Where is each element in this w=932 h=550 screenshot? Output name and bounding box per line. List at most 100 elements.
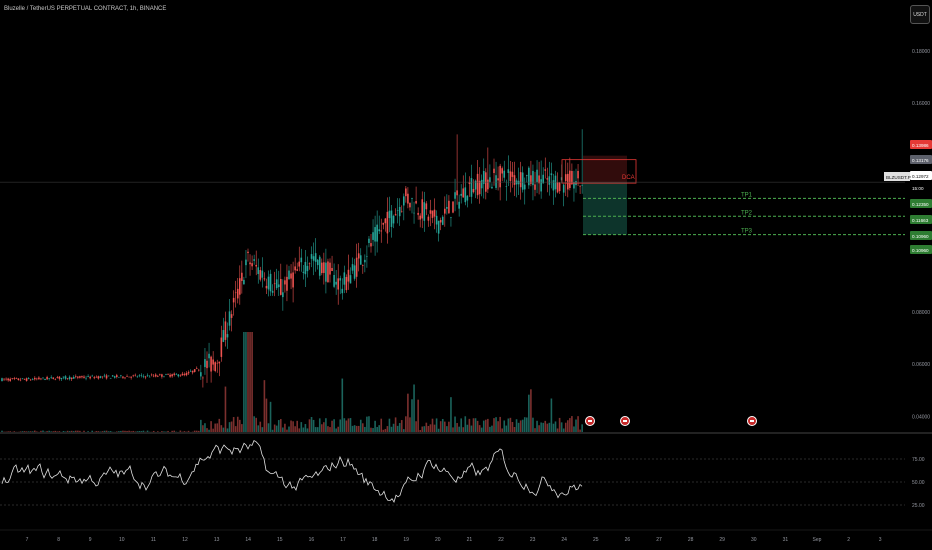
volume-bar: [411, 399, 413, 432]
volume-bar: [251, 332, 253, 432]
volume-bar: [532, 417, 534, 432]
candle-body: [173, 373, 175, 375]
candle-body: [290, 273, 292, 279]
candle-body: [222, 330, 225, 342]
volume-bar: [210, 421, 212, 432]
volume-bar: [212, 428, 214, 432]
volume-bar: [357, 425, 360, 432]
volume-bar: [77, 430, 79, 432]
volume-bar: [429, 424, 432, 432]
candle-body: [349, 275, 352, 284]
volume-bar: [29, 431, 32, 432]
volume-bar: [351, 425, 354, 432]
candle-body: [405, 188, 407, 197]
price-tag-bg: [910, 183, 932, 192]
candle-body: [536, 169, 538, 183]
volume-bar: [343, 418, 346, 432]
candle-body: [474, 180, 477, 190]
volume-bar: [530, 389, 532, 432]
candle-body: [251, 263, 253, 267]
candle-body: [415, 201, 417, 204]
x-axis-label: 28: [688, 537, 694, 543]
volume-bar: [316, 427, 319, 432]
volume-bar: [368, 416, 370, 432]
candle-body: [214, 362, 216, 371]
candle-body: [374, 227, 376, 242]
volume-bar: [405, 416, 407, 432]
volume-bar: [398, 423, 401, 432]
candle-body: [400, 211, 403, 213]
volume-bar: [528, 394, 530, 432]
candle-body: [419, 215, 421, 220]
volume-bar: [284, 423, 286, 432]
volume-bar: [105, 430, 108, 432]
volume-bar: [370, 427, 372, 432]
volume-bar: [349, 418, 352, 432]
volume-bar: [558, 417, 561, 432]
candle-body: [425, 203, 428, 210]
volume-bar: [575, 419, 577, 432]
candle-body: [413, 212, 415, 214]
candle-body: [218, 361, 221, 364]
candle-body: [187, 372, 190, 374]
volume-bar: [536, 420, 538, 432]
event-marker-glyph: [588, 420, 592, 422]
volume-bar: [107, 431, 110, 432]
candle-body: [448, 200, 450, 214]
candle-body: [185, 372, 188, 376]
volume-bar: [431, 418, 434, 432]
candle-body: [497, 178, 499, 181]
candle-body: [68, 376, 71, 380]
x-axis-label: 17: [340, 537, 346, 543]
candle-body: [456, 190, 458, 196]
candle-body: [124, 377, 126, 379]
candle-body: [444, 208, 446, 214]
candle-body: [284, 280, 286, 285]
candle-body: [476, 173, 479, 196]
candle-body: [482, 170, 485, 184]
candle-body: [226, 334, 229, 338]
candle-body: [191, 370, 194, 373]
volume-bar: [249, 332, 251, 432]
candle-body: [577, 170, 579, 179]
volume-bar: [345, 420, 348, 432]
candle-body: [198, 369, 200, 371]
volume-bar: [468, 418, 471, 432]
candle-body: [359, 255, 362, 265]
candle-body: [495, 175, 497, 188]
candle-body: [46, 376, 48, 380]
volume-bar: [382, 429, 385, 432]
candle-body: [302, 271, 305, 273]
candle-body: [257, 267, 260, 274]
volume-bar: [581, 424, 583, 432]
volume-bar: [446, 426, 448, 432]
volume-bar: [226, 428, 229, 432]
currency-button[interactable]: USDT: [910, 5, 930, 24]
volume-bar: [441, 418, 444, 432]
candle-body: [87, 376, 89, 377]
volume-bar: [378, 425, 380, 432]
volume-bar: [519, 420, 522, 432]
candle-body: [480, 179, 483, 189]
x-axis-label: 14: [245, 537, 251, 543]
volume-bar: [140, 431, 143, 432]
volume-bar: [34, 430, 36, 432]
candle-body: [411, 198, 413, 199]
candle-body: [329, 262, 331, 275]
volume-bar: [118, 431, 120, 432]
candle-body: [259, 270, 262, 280]
volume-bar: [509, 417, 512, 432]
candle-body: [269, 273, 272, 292]
candle-body: [357, 253, 360, 259]
volume-bar: [241, 424, 243, 432]
candle-body: [396, 210, 399, 211]
x-axis-label: 26: [625, 537, 631, 543]
volume-bar: [132, 430, 134, 432]
volume-bar: [374, 420, 376, 432]
candle-body: [489, 177, 491, 183]
volume-bar: [364, 426, 366, 432]
candle-body: [208, 353, 210, 359]
candle-body: [77, 376, 79, 378]
event-marker-glyph: [623, 420, 627, 422]
